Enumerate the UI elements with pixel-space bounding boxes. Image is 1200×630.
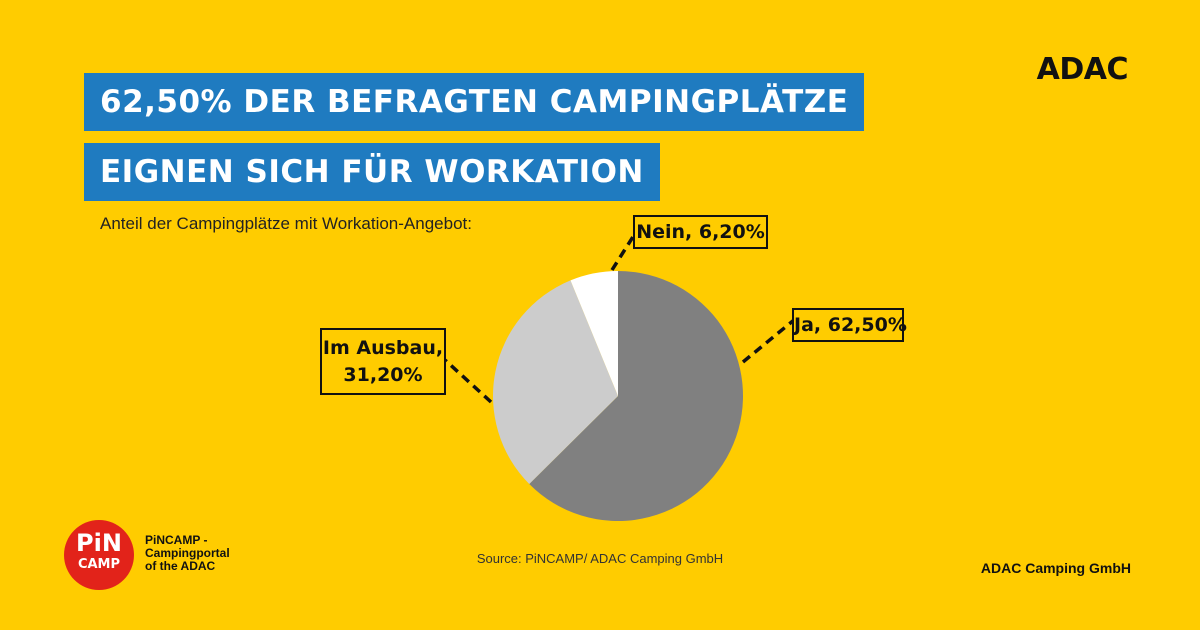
- pincamp-logo: PiN CAMP: [64, 520, 134, 590]
- pie-slice-ja: [529, 271, 744, 521]
- logo-text-line3: of the ADAC: [145, 559, 216, 573]
- company-name: ADAC Camping GmbH: [980, 560, 1131, 576]
- leader-line-nein: [610, 231, 638, 271]
- slice-label-im-ausbau-line1: Im Ausbau,: [322, 337, 444, 359]
- logo-text-line1: PiNCAMP -: [145, 533, 208, 547]
- pincamp-logo-camp: CAMP: [77, 557, 121, 572]
- slice-label-im-ausbau: Im Ausbau, 31,20%: [320, 328, 446, 395]
- pincamp-logo-pin: PiN: [76, 529, 122, 557]
- chart-subtitle: Anteil der Campingplätze mit Workation-A…: [100, 214, 472, 233]
- title-line-2: EIGNEN SICH FÜR WORKATION: [84, 143, 660, 201]
- logo-text-line2: Campingportal: [145, 546, 230, 560]
- adac-logo: ADAC: [1036, 52, 1129, 87]
- pie-slice-nein: [570, 271, 618, 396]
- slice-label-im-ausbau-line2: 31,20%: [343, 364, 423, 386]
- source-note: Source: PiNCAMP/ ADAC Camping GmbH: [476, 551, 724, 566]
- pincamp-logo-text: PiNCAMP - Campingportal of the ADAC: [145, 534, 230, 573]
- title-line-1: 62,50% DER BEFRAGTEN CAMPINGPLÄTZE: [84, 73, 865, 131]
- leader-line-ausbau: [443, 358, 493, 404]
- pie-slice-im-ausbau: [493, 280, 618, 485]
- leader-line-ja: [741, 318, 796, 364]
- slice-label-nein: Nein, 6,20%: [633, 215, 768, 249]
- slice-label-ja: Ja, 62,50%: [792, 308, 907, 342]
